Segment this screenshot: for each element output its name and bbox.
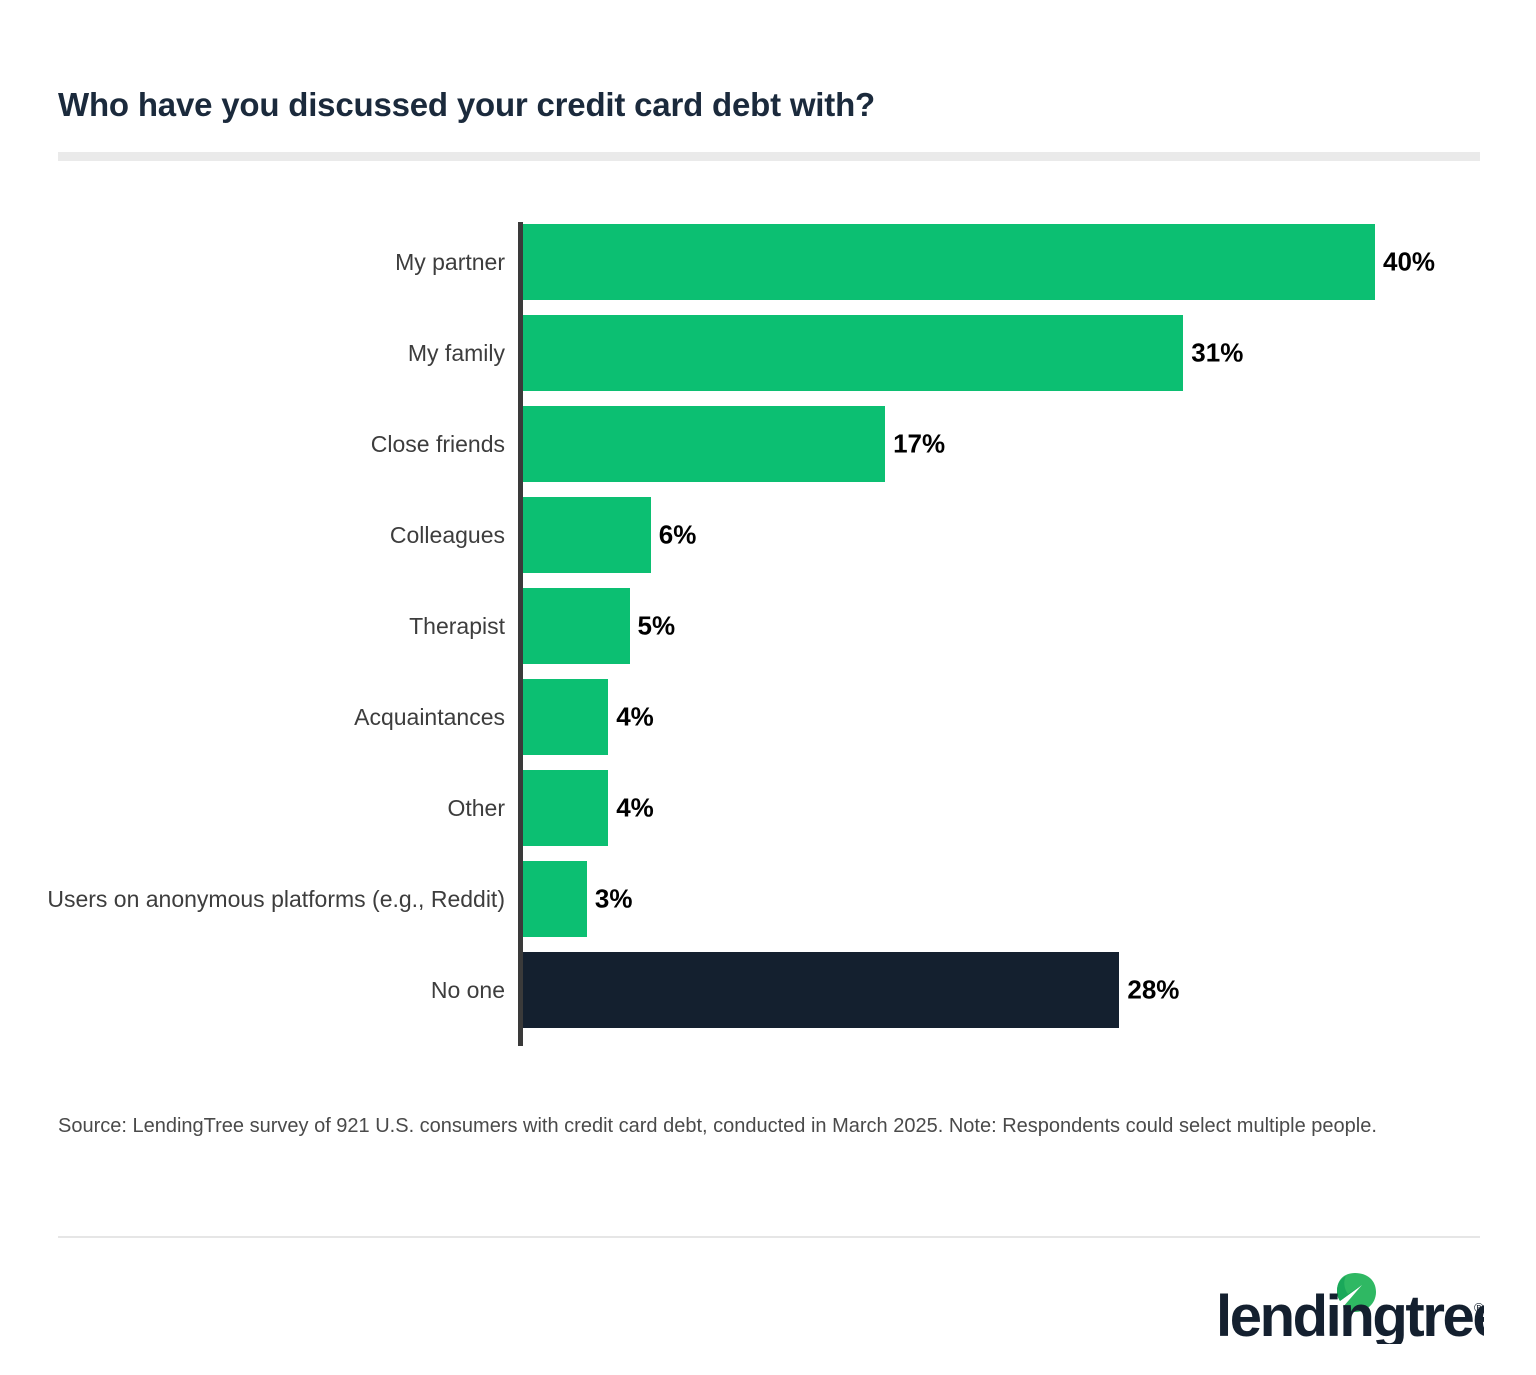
category-label: No one: [430, 977, 505, 1003]
bar-row: Colleagues 6%: [0, 497, 1536, 573]
category-label: Users on anonymous platforms (e.g., Redd…: [47, 886, 505, 912]
category-label: My partner: [395, 249, 505, 275]
lendingtree-logo: lendingtree ®: [1216, 1270, 1484, 1344]
bar-value-label: 31%: [1191, 337, 1244, 368]
bar: [523, 497, 651, 573]
bar: [523, 224, 1375, 300]
page-title: Who have you discussed your credit card …: [58, 86, 875, 123]
category-label: Close friends: [370, 431, 505, 457]
lendingtree-logo-svg: lendingtree ®: [1216, 1273, 1484, 1344]
bar: [523, 952, 1120, 1028]
bar-value-label: 3%: [594, 883, 633, 914]
bar-value-label: 4%: [616, 701, 654, 732]
category-label: Therapist: [409, 613, 505, 639]
bar-row: No one 28%: [0, 952, 1536, 1028]
bar-row: Acquaintances 4%: [0, 679, 1536, 755]
bar-row: My partner 40%: [0, 224, 1536, 300]
category-label: Colleagues: [389, 522, 505, 548]
bar-row: Users on anonymous platforms (e.g., Redd…: [0, 861, 1536, 937]
bar-value-label: 4%: [616, 792, 654, 823]
category-label: Acquaintances: [354, 704, 505, 730]
bar-value-label: 17%: [893, 428, 946, 459]
bar-value-label: 28%: [1127, 974, 1180, 1005]
bar: [523, 861, 587, 937]
bar: [523, 770, 609, 846]
bar: [523, 588, 630, 664]
leaf-icon: [1337, 1273, 1376, 1312]
source-note: Source: LendingTree survey of 921 U.S. c…: [58, 1115, 1377, 1137]
logo-registered-mark: ®: [1474, 1300, 1484, 1315]
bar: [523, 679, 609, 755]
bar-row: Therapist 5%: [0, 588, 1536, 664]
header-divider: [58, 152, 1480, 161]
footer-divider: [58, 1236, 1480, 1238]
bar-value-label: 5%: [637, 610, 676, 641]
bar-row: Other 4%: [0, 770, 1536, 846]
bar-value-label: 6%: [658, 519, 697, 550]
y-axis-line: [518, 222, 523, 1046]
bar-row: Close friends 17%: [0, 406, 1536, 482]
logo-wordmark: lendingtree: [1216, 1284, 1484, 1344]
category-label: Other: [447, 795, 505, 821]
bar: [523, 315, 1184, 391]
category-label: My family: [407, 340, 505, 366]
bar: [523, 406, 886, 482]
bar-value-label: 40%: [1383, 246, 1436, 277]
bar-row: My family 31%: [0, 315, 1536, 391]
